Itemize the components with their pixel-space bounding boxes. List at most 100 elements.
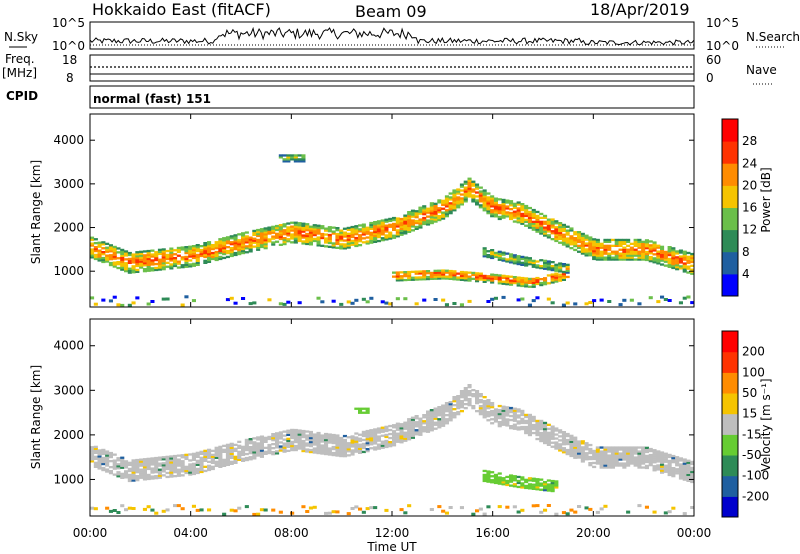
heatmap-cell [392,222,397,226]
heatmap-cell [577,450,582,453]
heatmap-cell [490,479,495,482]
heatmap-cell [191,245,196,248]
heatmap-cell [165,249,170,253]
heatmap-cell [369,237,374,240]
heatmap-cell [116,471,121,474]
heatmap-cell [577,456,582,459]
colorbar-block [722,475,738,497]
heatmap-cell [248,446,253,449]
heatmap-cell [93,463,98,466]
heatmap-cell [648,447,653,451]
heatmap-cell [169,459,174,462]
heatmap-cell [637,244,642,247]
heatmap-cell [108,263,113,267]
colorbar-tick-label: 8 [742,245,750,259]
heatmap-cell [335,234,340,238]
heatmap-cell [312,224,317,227]
heatmap-cell [395,432,400,435]
heatmap-cell [154,467,159,470]
heatmap-cell [629,252,634,255]
heatmap-cell [418,206,423,209]
heatmap-cell [275,442,280,445]
heatmap-cell [490,273,495,276]
heatmap-cell [222,460,227,463]
heatmap-cell [324,237,329,240]
heatmap-cell [490,412,495,415]
heatmap-cell [195,455,200,458]
heatmap-cell [539,222,544,225]
heatmap-cell [399,227,404,230]
heatmap-cell [418,208,423,211]
heatmap-cell [184,469,189,473]
heatmap-cell [463,275,468,278]
heatmap-cell [493,416,498,419]
heatmap-cell [218,238,223,241]
heatmap-cell [535,482,540,485]
heatmap-cell [497,250,502,253]
heatmap-cell [482,477,487,481]
heatmap-cell [157,470,162,473]
heatmap-cell [293,229,298,232]
heatmap-cell [376,230,381,233]
heatmap-cell [90,248,95,251]
heatmap-cell [361,432,366,436]
heatmap-cell [105,460,110,463]
heatmap-cell [467,279,472,282]
heatmap-cell [233,253,238,257]
heatmap-cell [663,256,668,259]
heatmap-cell [671,247,676,250]
heatmap-cell [667,453,672,457]
heatmap-cell [339,233,344,236]
heatmap-cell [399,221,404,225]
heatmap-cell [259,455,264,458]
heatmap-cell [561,272,566,276]
heatmap-cell [146,473,151,477]
heatmap-cell [275,224,280,228]
heatmap-cell [267,451,272,455]
heatmap-cell [561,233,566,236]
heatmap-cell [218,240,223,243]
heatmap-cell [290,444,295,448]
heatmap-cell [418,222,423,225]
heatmap-cell [131,507,136,510]
heatmap-cell [331,244,336,247]
heatmap-cell [320,244,325,247]
heatmap-cell [648,258,653,261]
heatmap-cell [626,256,631,259]
heatmap-cell [399,233,404,236]
heatmap-cell [116,511,121,514]
heatmap-cell [207,241,212,244]
heatmap-cell [558,435,563,438]
heatmap-cell [199,470,204,474]
heatmap-cell [482,280,487,283]
heatmap-cell [388,302,393,306]
heatmap-cell [550,279,555,282]
heatmap-cell [558,431,563,434]
heatmap-cell [607,446,612,449]
heatmap-cell [373,438,378,441]
heatmap-cell [237,444,242,447]
heatmap-cell [561,241,566,244]
heatmap-cell [607,256,612,259]
heatmap-cell [482,402,487,405]
heatmap-cell [399,279,404,282]
heatmap-cell [678,249,683,252]
heatmap-cell [259,437,264,440]
heatmap-cell [222,250,227,254]
heatmap-cell [275,438,280,441]
heatmap-cell [422,274,427,277]
heatmap-cell [569,452,574,456]
heatmap-cell [120,260,125,263]
heatmap-cell [512,206,517,209]
heatmap-cell [418,419,423,422]
freq-left-tick-bottom: 8 [66,71,74,85]
heatmap-cell [524,208,529,212]
heatmap-cell [376,427,381,430]
heatmap-cell [429,427,434,430]
heatmap-cell [312,449,317,452]
heatmap-cell [176,458,181,461]
heatmap-cell [452,201,457,204]
heatmap-cell [229,460,234,463]
heatmap-cell [142,470,147,473]
heatmap-cell [633,250,638,253]
